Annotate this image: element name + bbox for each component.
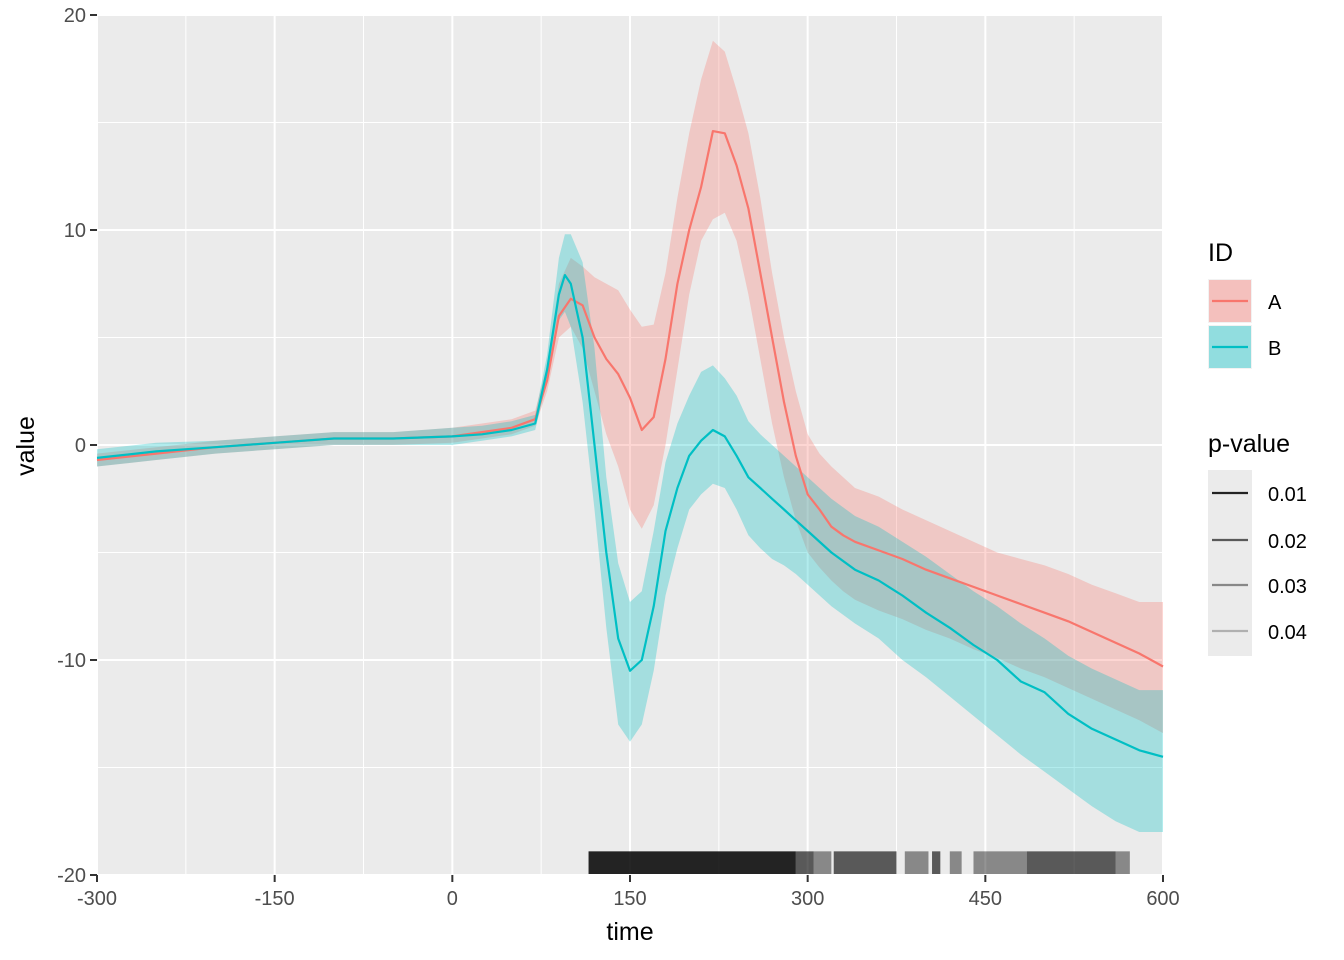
pvalue-segment: [1026, 851, 1116, 874]
pvalue-segment: [1115, 851, 1130, 874]
series-lines: [96, 130, 1164, 758]
legend-label-p001: 0.01: [1268, 484, 1307, 506]
x-tick-label: 300: [791, 888, 824, 910]
pvalue-segment: [904, 851, 929, 874]
pvalue-segment: [973, 851, 1027, 874]
legend-label-a: A: [1268, 292, 1282, 314]
legend-label-p003: 0.03: [1268, 576, 1307, 598]
legend-id-title: ID: [1208, 239, 1233, 267]
y-tick-label: 0: [75, 435, 86, 457]
pvalue-segment: [795, 851, 814, 874]
x-tick-label: 150: [613, 888, 646, 910]
legend-item-b: B: [1208, 325, 1281, 369]
pvalue-rug: [588, 851, 1130, 874]
legend-pvalue-title: p-value: [1208, 430, 1290, 458]
confidence-ribbons: [97, 40, 1163, 833]
y-tick-label: -10: [57, 650, 86, 672]
legend-label-p004: 0.04: [1268, 622, 1307, 644]
x-tick-label: 600: [1146, 888, 1179, 910]
legend-item-p004: 0.04: [1212, 622, 1307, 644]
legend-item-p001: 0.01: [1212, 484, 1307, 506]
x-tick-label: 450: [969, 888, 1002, 910]
x-tick-label: -300: [77, 888, 117, 910]
y-tick-label: 20: [64, 5, 86, 27]
legend-id: ID A B: [1208, 239, 1282, 369]
x-tick-label: -150: [255, 888, 295, 910]
x-tick-label: 0: [447, 888, 458, 910]
axes: -300 -150 0 150 300 450 600 -20 -10 0 10 20: [57, 5, 1180, 910]
pvalue-segment: [949, 851, 962, 874]
legend-item-a: A: [1208, 279, 1282, 323]
series-line-b: [96, 274, 1164, 758]
pvalue-segment: [932, 851, 941, 874]
legend-item-p003: 0.03: [1212, 576, 1307, 598]
pvalue-segment: [588, 851, 796, 874]
ribbon-a: [97, 40, 1163, 734]
pvalue-segment: [833, 851, 897, 874]
legend-label-p002: 0.02: [1268, 531, 1307, 553]
legend-item-p002: 0.02: [1212, 531, 1307, 553]
ribbon-b: [97, 234, 1163, 833]
y-tick-label: 10: [64, 220, 86, 242]
pvalue-segment: [813, 851, 832, 874]
y-axis-title: value: [12, 416, 40, 476]
x-axis-title: time: [606, 918, 653, 946]
legend-pvalue-keys-bg: [1208, 470, 1252, 656]
y-tick-label: -20: [57, 865, 86, 887]
legend-label-b: B: [1268, 338, 1281, 360]
series-line-a: [96, 130, 1164, 668]
legend-pvalue: p-value 0.01 0.02 0.03 0.04: [1208, 430, 1307, 656]
